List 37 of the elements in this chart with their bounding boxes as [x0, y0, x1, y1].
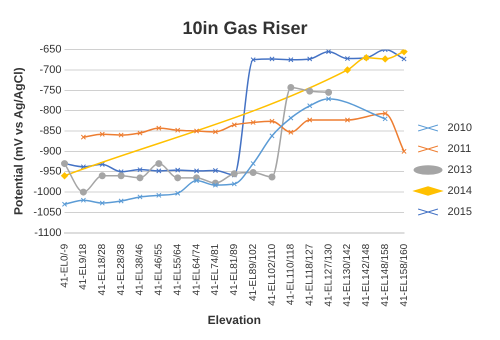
- x-tick-label: 41-EL18/28: [97, 243, 108, 296]
- x-tick-label: 41-EL102/110: [266, 243, 278, 306]
- x-tick-label: 41-EL28/38: [116, 243, 127, 296]
- x-tick-label: 41-EL55/64: [172, 243, 184, 296]
- x-tick-label: 41-EL127/130: [323, 243, 334, 307]
- x-tick-label: 41-EL0/-9: [59, 243, 70, 288]
- x-tick-label: 41-EL142/148: [361, 243, 372, 307]
- x-tick-label: 41-EL46/55: [154, 243, 165, 296]
- x-axis-title: Elevation: [208, 313, 261, 328]
- y-tick-label: -950: [40, 166, 62, 178]
- x-tick-label: 41-EL110/118: [286, 243, 297, 306]
- legend-label: 2013: [448, 164, 472, 176]
- x-tick-label: 41-EL64/74: [191, 243, 202, 296]
- y-tick-label: -850: [40, 125, 62, 138]
- x-tick-label: 41-EL74/81: [210, 243, 222, 296]
- y-tick-label: -650: [40, 44, 62, 56]
- legend-label: 2014: [448, 185, 472, 198]
- x-tick-label: 41-EL38/46: [134, 243, 146, 296]
- y-tick-label: -750: [40, 84, 62, 96]
- x-tick-label: 41-EL9/18: [78, 243, 90, 290]
- x-tick-label: 41-EL118/127: [304, 243, 316, 306]
- y-tick-label: -1000: [33, 186, 62, 198]
- x-tick-label: 41-EL89/102: [248, 243, 259, 302]
- x-tick-label: 41-EL81/89: [229, 243, 240, 296]
- y-tick-label: -1050: [33, 206, 62, 218]
- y-axis-title: Potential (mV vs Ag/AgCl): [12, 67, 26, 215]
- x-tick-label: 41-EL158/160: [398, 243, 410, 307]
- y-tick-label: -800: [40, 104, 62, 117]
- x-tick-label: 41-EL130/142: [342, 243, 354, 307]
- legend-label: 2010: [448, 122, 472, 134]
- y-tick-label: -700: [40, 64, 62, 76]
- legend-label: 2011: [448, 143, 472, 156]
- x-tick-label: 41-EL148/158: [380, 243, 391, 307]
- legend-label: 2015: [448, 206, 472, 218]
- chart-title: 10in Gas Riser: [182, 18, 308, 38]
- y-tick-label: -1100: [34, 226, 62, 239]
- y-tick-label: -900: [40, 145, 62, 158]
